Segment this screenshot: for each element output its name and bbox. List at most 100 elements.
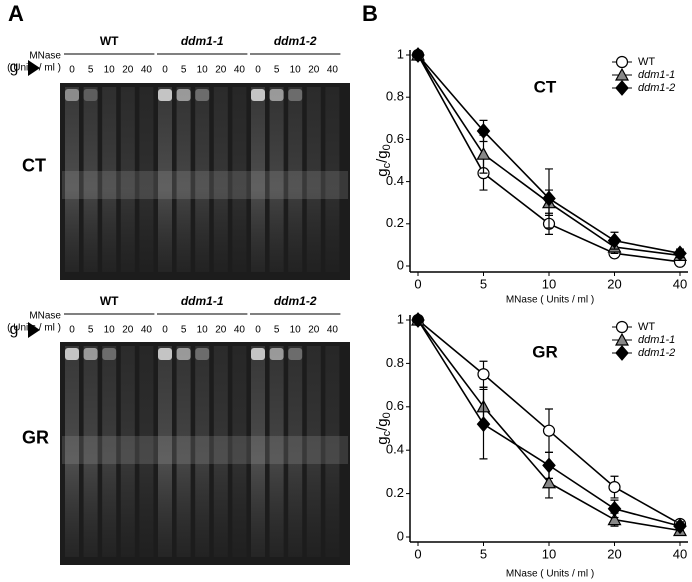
gel-lane [232,346,247,557]
y-tick-label: 0.8 [386,355,404,370]
y-tick-label: 0.2 [386,485,404,500]
lane-label: 10 [290,65,302,76]
gel-band [288,89,303,101]
gel-lane [176,346,191,557]
legend-label: ddm1-2 [638,347,675,359]
lane-label: 20 [215,325,227,336]
x-tick-label: 10 [542,546,556,561]
gel-band [195,89,210,101]
legend-marker [614,332,630,346]
gel-lane [325,87,340,272]
gel-band [83,348,98,360]
gel-lane [83,346,98,557]
chart-title: CT [534,77,557,96]
y-tick-label: 0.6 [386,131,404,146]
x-tick-label: 20 [607,276,621,291]
lane-label: 40 [327,65,339,76]
x-axis-label: MNase ( Units / ml ) [506,569,594,580]
gel-lane [120,346,135,557]
x-tick-label: 40 [673,276,687,291]
y-tick-label: 0.4 [386,442,404,457]
gel-lane [288,87,303,272]
y-axis-label: gc/g0 [374,144,393,176]
marker [607,232,622,249]
band-label: g [10,321,19,338]
marker [477,368,490,381]
y-tick-label: 0.8 [386,89,404,104]
lane-label: 0 [69,65,75,76]
lane-label: 10 [104,325,116,336]
lane-label: 0 [162,65,168,76]
panel-label: B [362,1,378,26]
band-arrow [28,60,40,76]
marker [476,146,491,160]
group-label: ddm1-2 [274,294,317,308]
lane-label: 10 [197,325,209,336]
x-tick-label: 40 [673,546,687,561]
marker [542,457,556,474]
gel-lane [83,87,98,272]
marker [476,416,491,433]
y-axis-label-part: c [381,162,393,168]
legend-marker [615,55,629,69]
gel-lane [120,87,135,272]
lane-label: 5 [88,65,94,76]
mnase-label: MNase [29,311,61,322]
x-tick-label: 20 [607,546,621,561]
gel-lane [176,87,191,272]
gel-lane [65,87,79,272]
chart-title: GR [532,342,558,361]
lane-label: 10 [104,65,116,76]
mnase-label: MNase [29,51,61,62]
gel-band [251,348,265,360]
x-tick-label: 10 [542,276,556,291]
y-axis-label: gc/g0 [374,412,393,444]
legend-label: WT [638,56,655,68]
lane-label: 20 [308,325,320,336]
legend-marker [615,345,629,361]
lane-label: 40 [234,65,246,76]
y-axis-label-part: 0 [381,412,393,418]
legend-marker [615,320,629,334]
y-tick-label: 1 [397,311,404,326]
marker [541,475,557,489]
gel-lane [325,346,340,557]
gel-band [158,89,172,101]
band-label: g [10,59,19,76]
legend-label: WT [638,321,655,333]
lane-label: 0 [255,65,261,76]
lane-label: 5 [274,325,280,336]
gel-lane [139,346,154,557]
marker [673,245,687,262]
gel-band [195,348,210,360]
gel-lane [102,346,117,557]
marker [411,312,425,328]
gel-band [158,348,172,360]
y-tick-label: 0.2 [386,215,404,230]
marker [476,123,491,139]
lane-label: 5 [181,325,187,336]
lane-label: 0 [162,325,168,336]
lane-label: 20 [308,65,320,76]
gel-band [176,89,191,101]
lane-label: 5 [274,65,280,76]
y-axis-label-part: g [374,436,391,444]
legend-label: ddm1-2 [638,82,675,94]
x-axis-label: MNase ( Units / ml ) [506,295,594,306]
gel-lane [158,346,172,557]
lane-label: 40 [234,325,246,336]
x-tick-label: 0 [414,546,421,561]
gel-lane [102,87,117,272]
y-tick-label: 0 [397,257,404,272]
group-label: ddm1-1 [181,294,224,308]
gel-band [269,89,284,101]
marker [608,480,621,494]
gel-lane [306,346,321,557]
lane-label: 20 [122,325,134,336]
gel-lane [306,87,321,272]
gel-lane [139,87,154,272]
gel-lane [251,346,265,557]
condition-label: CT [22,155,46,175]
lane-label: 5 [88,325,94,336]
lane-label: 0 [255,325,261,336]
